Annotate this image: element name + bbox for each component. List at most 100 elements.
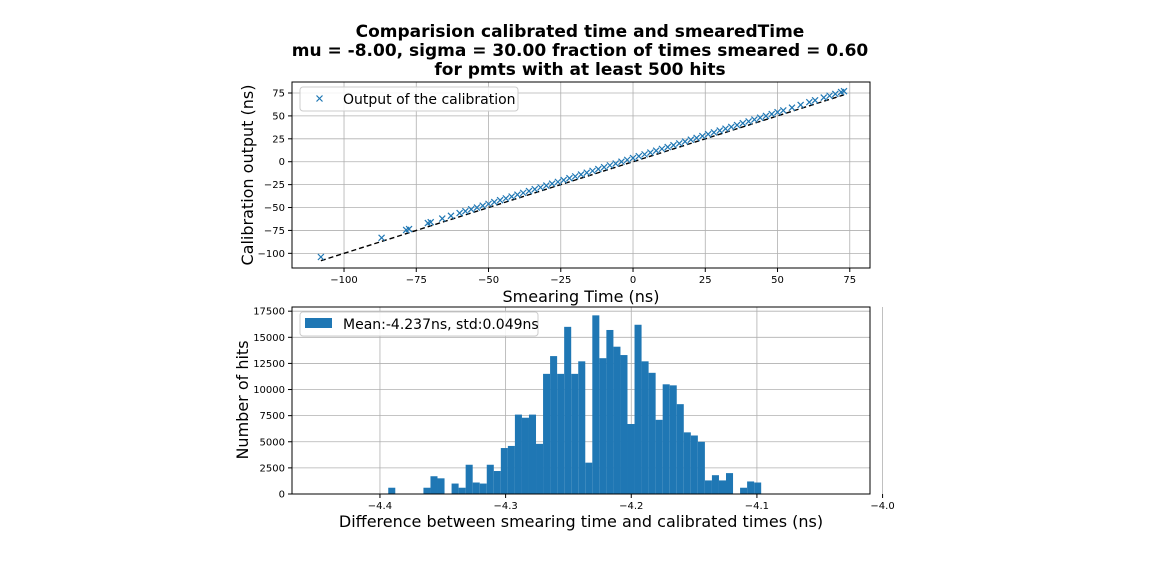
scatter-y-tick-label: −50 bbox=[264, 203, 285, 214]
scatter-point bbox=[467, 205, 475, 213]
histogram-ticks: −4.4 −4.3 −4.2 −4.1 −4.0 0 2500 5000 7500 10000 12… bbox=[253, 307, 895, 512]
histogram-bar bbox=[634, 324, 642, 494]
histogram-legend-label: Mean:-4.237ns, std:0.049ns bbox=[343, 317, 539, 333]
scatter-point bbox=[490, 198, 498, 206]
scatter-y-tick-label: −25 bbox=[264, 180, 285, 191]
scatter-point bbox=[840, 87, 848, 95]
scatter-x-tick-label: 75 bbox=[843, 275, 856, 286]
histogram-bar bbox=[606, 329, 614, 494]
histogram-plot: −4.4 −4.3 −4.2 −4.1 −4.0 0 2500 5000 7500 10000 12… bbox=[233, 306, 895, 531]
scatter-point bbox=[646, 149, 654, 156]
scatter-y-tick-label: −75 bbox=[264, 226, 285, 237]
scatter-point bbox=[774, 108, 781, 116]
scatter-point bbox=[456, 209, 464, 217]
histogram-bar bbox=[711, 475, 719, 494]
scatter-y-tick-label: 25 bbox=[272, 134, 285, 145]
scatter-ticks: −100 −75 −50 −25 0 25 50 75 −100 −75 −50 −25 0 25 50 75 bbox=[258, 88, 857, 286]
histogram-bar bbox=[550, 356, 558, 494]
histogram-y-axis-label: Number of hits bbox=[233, 340, 252, 459]
histogram-bar bbox=[571, 373, 579, 494]
histogram-bar bbox=[486, 464, 494, 494]
histogram-y-tick-label: 2500 bbox=[260, 463, 285, 474]
scatter-y-tick-label: −100 bbox=[258, 249, 285, 260]
histogram-bar bbox=[754, 482, 762, 494]
histogram-bar bbox=[388, 487, 396, 494]
histogram-bar bbox=[514, 414, 522, 494]
histogram-bar bbox=[528, 414, 537, 494]
scatter-point bbox=[618, 158, 625, 166]
scatter-point bbox=[519, 189, 527, 197]
scatter-y-tick-label: 0 bbox=[279, 157, 285, 168]
scatter-point bbox=[635, 152, 643, 160]
histogram-x-axis-label: Difference between smearing time and cal… bbox=[339, 512, 823, 531]
histogram-bar bbox=[655, 419, 663, 494]
histogram-bar bbox=[662, 384, 670, 494]
scatter-point bbox=[485, 200, 492, 208]
histogram-y-tick-label: 0 bbox=[279, 490, 285, 501]
scatter-y-tick-label: 75 bbox=[272, 88, 285, 99]
histogram-bar bbox=[648, 372, 656, 494]
scatter-point bbox=[805, 98, 813, 106]
histogram-x-tick-label: −4.4 bbox=[368, 501, 392, 512]
scatter-plot: −100 −75 −50 −25 0 25 50 75 −100 −75 −50 −25 0 25 50 75… bbox=[238, 81, 871, 306]
scatter-point bbox=[623, 156, 631, 164]
scatter-point bbox=[548, 180, 556, 188]
scatter-point bbox=[583, 169, 591, 177]
scatter-point bbox=[675, 139, 683, 147]
scatter-point bbox=[461, 207, 469, 215]
scatter-point bbox=[820, 94, 828, 102]
legend-patch-icon bbox=[305, 318, 332, 328]
histogram-bar bbox=[641, 361, 649, 494]
scatter-point bbox=[716, 127, 724, 134]
scatter-point bbox=[652, 147, 660, 155]
scatter-points bbox=[317, 87, 848, 261]
scatter-point bbox=[612, 160, 620, 167]
scatter-point bbox=[513, 191, 521, 199]
title-line-2: mu = -8.00, sigma = 30.00 fraction of ti… bbox=[292, 41, 869, 61]
histogram-bar bbox=[500, 448, 508, 494]
histogram-bar bbox=[676, 404, 684, 494]
histogram-bar bbox=[564, 326, 572, 494]
scatter-legend: Output of the calibration bbox=[299, 86, 519, 112]
scatter-legend-label: Output of the calibration bbox=[343, 92, 516, 108]
scatter-point bbox=[681, 138, 689, 145]
scatter-point bbox=[664, 143, 672, 151]
scatter-point bbox=[589, 167, 596, 175]
scatter-point bbox=[566, 174, 573, 182]
histogram-bar bbox=[507, 445, 515, 494]
scatter-point bbox=[378, 234, 386, 242]
scatter-x-tick-label: 25 bbox=[699, 275, 712, 286]
scatter-point bbox=[641, 150, 649, 158]
scatter-point bbox=[756, 114, 764, 122]
histogram-bars bbox=[388, 315, 762, 494]
histogram-bar bbox=[669, 385, 677, 494]
scatter-point bbox=[508, 193, 516, 200]
scatter-point bbox=[698, 132, 706, 140]
title-line-1: Comparision calibrated time and smearedT… bbox=[356, 22, 805, 42]
scatter-plot-frame bbox=[291, 81, 871, 269]
scatter-x-tick-label: −100 bbox=[330, 275, 357, 286]
histogram-bar bbox=[704, 480, 712, 494]
scatter-point bbox=[762, 112, 770, 120]
histogram-bar bbox=[521, 417, 529, 494]
scatter-point bbox=[427, 218, 435, 226]
scatter-x-tick-label: 50 bbox=[771, 275, 784, 286]
histogram-bar bbox=[599, 358, 607, 494]
histogram-bar bbox=[585, 462, 593, 494]
scatter-point bbox=[750, 116, 758, 123]
scatter-point bbox=[693, 134, 701, 142]
scatter-x-tick-label: −25 bbox=[550, 275, 571, 286]
scatter-point bbox=[826, 92, 833, 100]
scatter-point bbox=[537, 183, 544, 191]
scatter-point bbox=[722, 125, 729, 133]
histogram-y-tick-label: 12500 bbox=[253, 359, 285, 370]
scatter-x-tick-label: −50 bbox=[478, 275, 499, 286]
histogram-bar bbox=[747, 481, 755, 494]
histogram-x-tick-label: −4.2 bbox=[619, 501, 643, 512]
scatter-point bbox=[739, 119, 747, 127]
scatter-point bbox=[600, 163, 608, 171]
scatter-point bbox=[733, 121, 741, 129]
title-line-3: for pmts with at least 500 hits bbox=[434, 60, 725, 80]
histogram-bar bbox=[479, 483, 487, 494]
